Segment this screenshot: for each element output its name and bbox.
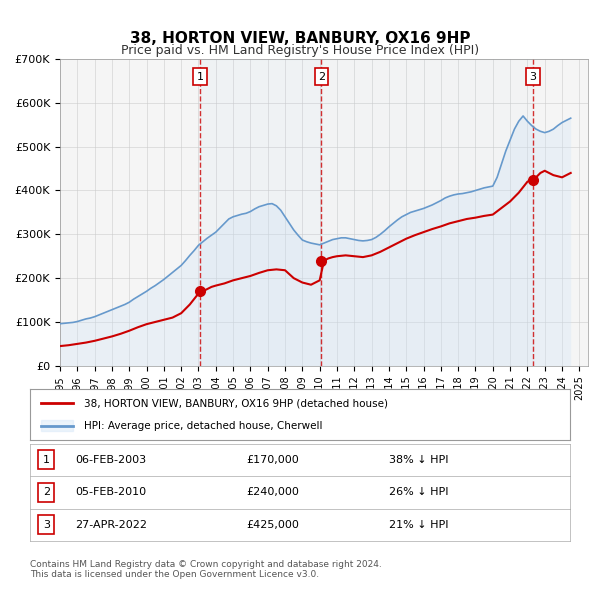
Bar [322,59,533,366]
Text: 2: 2 [43,487,50,497]
Text: 27-APR-2022: 27-APR-2022 [75,520,147,530]
Text: 2: 2 [318,72,325,81]
Text: 26% ↓ HPI: 26% ↓ HPI [389,487,449,497]
Text: Contains HM Land Registry data © Crown copyright and database right 2024.
This d: Contains HM Land Registry data © Crown c… [30,560,382,579]
Text: 21% ↓ HPI: 21% ↓ HPI [389,520,449,530]
Text: 3: 3 [43,520,50,530]
Text: 1: 1 [197,72,204,81]
Text: £240,000: £240,000 [247,487,299,497]
Text: 38% ↓ HPI: 38% ↓ HPI [389,455,449,465]
Bar [200,59,322,366]
Text: Price paid vs. HM Land Registry's House Price Index (HPI): Price paid vs. HM Land Registry's House … [121,44,479,57]
Text: 38, HORTON VIEW, BANBURY, OX16 9HP: 38, HORTON VIEW, BANBURY, OX16 9HP [130,31,470,46]
Text: 38, HORTON VIEW, BANBURY, OX16 9HP (detached house): 38, HORTON VIEW, BANBURY, OX16 9HP (deta… [84,398,388,408]
Text: HPI: Average price, detached house, Cherwell: HPI: Average price, detached house, Cher… [84,421,323,431]
Text: 1: 1 [43,455,50,465]
Text: £425,000: £425,000 [247,520,299,530]
Text: £170,000: £170,000 [247,455,299,465]
Text: 05-FEB-2010: 05-FEB-2010 [76,487,146,497]
Text: 06-FEB-2003: 06-FEB-2003 [76,455,146,465]
Text: 3: 3 [530,72,536,81]
